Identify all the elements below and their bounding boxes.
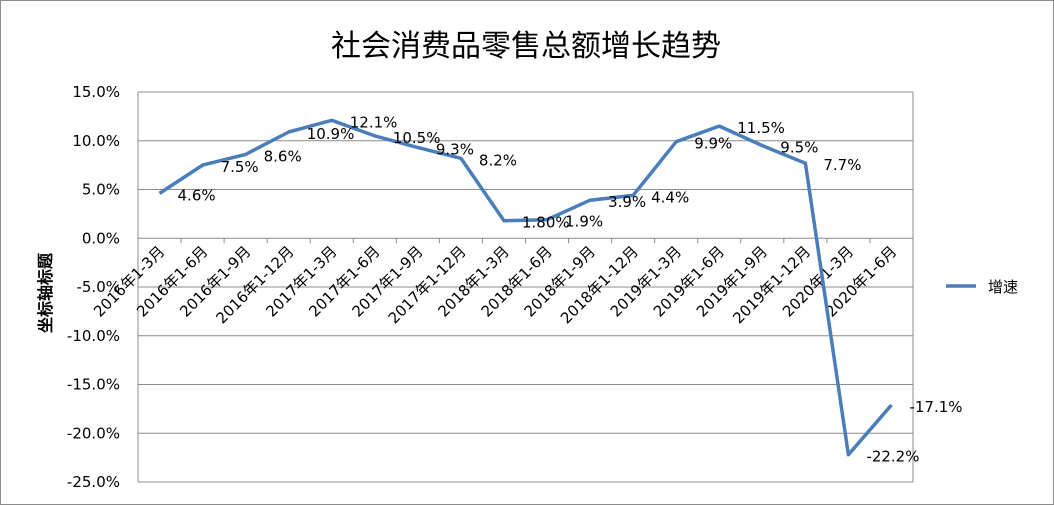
x-axis-category-labels: 2016年1-3月2016年1-6月2016年1-9月2016年1-12月201…	[90, 242, 900, 327]
data-label: 8.6%	[264, 147, 302, 165]
data-label: 9.9%	[694, 135, 732, 153]
data-label: 7.5%	[221, 158, 259, 176]
y-tick-label: -10.0%	[67, 327, 120, 345]
y-axis-title: 坐标轴标题	[36, 252, 55, 333]
data-label: 10.9%	[307, 125, 355, 143]
y-tick-label: 10.0%	[72, 132, 120, 150]
data-label: 10.5%	[393, 129, 441, 147]
legend-label: 增速	[988, 278, 1018, 296]
y-tick-label: -5.0%	[76, 278, 120, 296]
data-label: 7.7%	[823, 156, 861, 174]
y-tick-label: -20.0%	[67, 424, 120, 442]
data-label: 9.5%	[780, 139, 818, 157]
y-tick-label: -15.0%	[67, 376, 120, 394]
y-tick-label: 0.0%	[82, 229, 120, 247]
data-label: 4.6%	[178, 186, 216, 204]
data-labels: 4.6% 7.5% 8.6% 10.9%12.1%10.5%9.3% 8.2% 1.80%…	[178, 113, 963, 465]
data-label: 8.2%	[479, 151, 517, 169]
chart-title: 社会消费品零售总额增长趋势	[331, 29, 721, 64]
data-label: 11.5%	[737, 119, 785, 137]
data-label: -22.2%	[866, 448, 919, 466]
series-line-增速	[158, 118, 893, 457]
y-tick-label: 5.0%	[82, 181, 120, 199]
data-label: -17.1%	[909, 398, 962, 416]
data-label: 1.80%	[522, 214, 570, 232]
data-label: 1.9%	[565, 213, 603, 231]
data-label: 9.3%	[436, 141, 474, 159]
y-axis-tick-labels: 15.0% 10.0% 5.0% 0.0% -5.0% -10.0% -15.0% -20.0…	[67, 83, 120, 491]
y-tick-label: 15.0%	[72, 83, 120, 101]
data-label: 4.4%	[651, 188, 689, 206]
data-label: 12.1%	[350, 113, 398, 131]
y-tick-label: -25.0%	[67, 473, 120, 491]
gridlines	[137, 91, 914, 483]
data-label: 3.9%	[608, 193, 646, 211]
legend: 增速	[946, 278, 1018, 296]
series-layer	[158, 118, 893, 457]
